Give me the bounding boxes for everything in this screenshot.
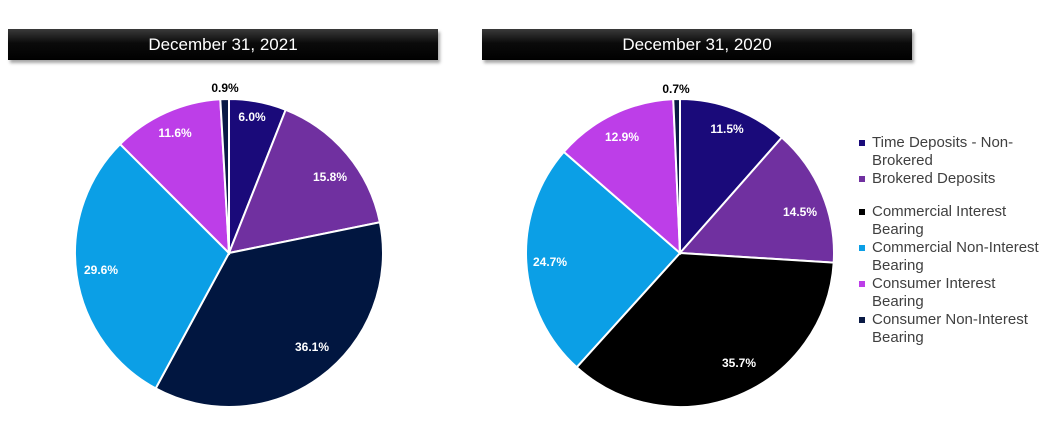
legend-item-time-deposits: Time Deposits - Non-Brokered — [856, 134, 1041, 170]
legend-item-consumer-non-interest-bearing: Consumer Non-Interest Bearing — [856, 311, 1041, 347]
data-label-commercial-non-interest-bearing: 29.6% — [84, 263, 118, 277]
data-label-commercial-interest-bearing: 35.7% — [722, 356, 756, 370]
pie-slice-time-deposits — [679, 97, 784, 256]
legend-swatch — [859, 176, 865, 182]
pie-slice-consumer-non-interest-bearing — [219, 97, 230, 254]
data-label-brokered-deposits: 14.5% — [783, 205, 817, 219]
pie-slice-brokered-deposits — [227, 108, 382, 255]
legend-swatch — [859, 140, 865, 146]
data-label-time-deposits: 6.0% — [238, 110, 266, 124]
legend-label: Consumer Interest Bearing — [872, 275, 996, 310]
legend-label: Brokered Deposits — [872, 170, 996, 187]
chart-title-2021: December 31, 2021 — [8, 29, 438, 60]
pie-slice-commercial-interest-bearing — [575, 251, 835, 408]
data-label-brokered-deposits: 15.8% — [313, 170, 347, 184]
data-label-consumer-interest-bearing: 12.9% — [605, 130, 639, 144]
data-label-consumer-interest-bearing: 11.6% — [158, 126, 192, 140]
legend-item-consumer-interest-bearing: Consumer Interest Bearing — [856, 275, 1041, 311]
chart-title-2020: December 31, 2020 — [482, 29, 912, 60]
legend-swatch — [859, 245, 865, 251]
pie-slice-commercial-non-interest-bearing — [525, 150, 682, 369]
pie-slice-commercial-interest-bearing — [154, 221, 384, 408]
legend-item-commercial-non-interest-bearing: Commercial Non-Interest Bearing — [856, 239, 1041, 275]
data-label-consumer-non-interest-bearing: 0.7% — [662, 82, 690, 96]
legend-swatch — [859, 317, 865, 323]
pie-slice-brokered-deposits — [677, 136, 835, 264]
legend-label: Time Deposits - Non-Brokered — [872, 134, 1014, 169]
data-label-commercial-non-interest-bearing: 24.7% — [533, 255, 567, 269]
legend: Time Deposits - Non-Brokered Brokered De… — [856, 134, 1041, 347]
pie-slice-commercial-non-interest-bearing — [74, 142, 231, 390]
legend-swatch — [859, 209, 865, 215]
data-label-time-deposits: 11.5% — [710, 122, 744, 136]
data-label-consumer-non-interest-bearing: 0.9% — [211, 81, 239, 95]
pie-slice-consumer-non-interest-bearing — [672, 97, 681, 254]
legend-label: Consumer Non-Interest Bearing — [872, 311, 1028, 346]
pie-slice-consumer-interest-bearing — [118, 98, 231, 256]
pie-slice-consumer-interest-bearing — [562, 98, 682, 256]
legend-item-brokered-deposits: Brokered Deposits — [856, 170, 1041, 188]
legend-label: Commercial Non-Interest Bearing — [872, 239, 1039, 274]
data-label-commercial-interest-bearing: 36.1% — [295, 340, 329, 354]
legend-swatch — [859, 281, 865, 287]
legend-item-commercial-interest-bearing: Commercial Interest Bearing — [856, 203, 1041, 239]
legend-label: Commercial Interest Bearing — [872, 203, 1007, 238]
